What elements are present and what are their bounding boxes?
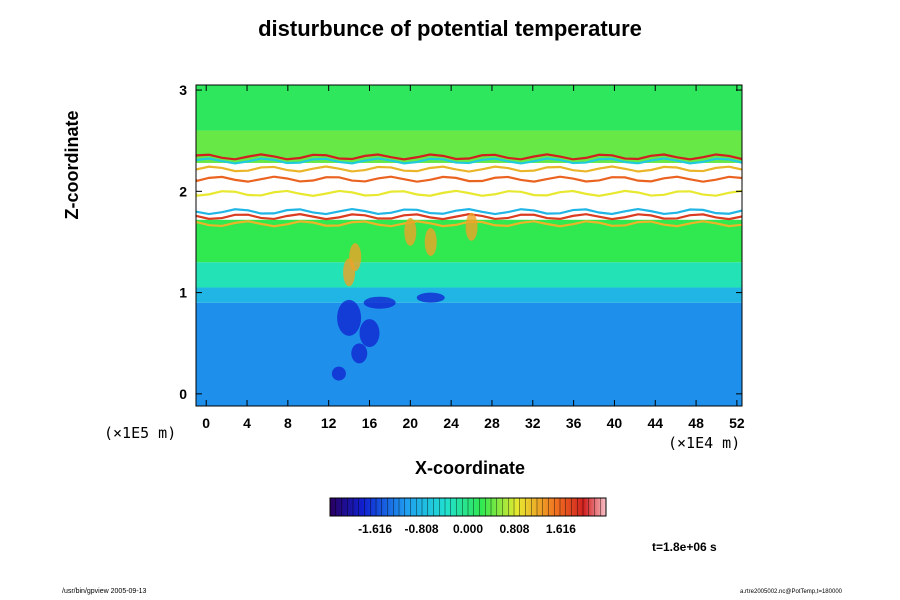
- cold-plume: [359, 319, 380, 348]
- turbulence-streak: [196, 165, 742, 173]
- x-tick-label: 12: [321, 415, 337, 431]
- y-tick-label: 0: [179, 386, 187, 402]
- turbulence-streak: [196, 189, 742, 197]
- cold-plume: [351, 343, 368, 364]
- y-tick-label: 1: [179, 285, 187, 301]
- x-tick-label: 28: [484, 415, 500, 431]
- x-tick-label: 40: [607, 415, 623, 431]
- turbulence-streak: [196, 157, 742, 165]
- colorbar-tick-label: -0.808: [405, 522, 439, 536]
- y-axis-label: Z-coordinate: [62, 110, 82, 220]
- footer-source: a.rtre2005002.nc@PotTemp,t=180000: [740, 589, 842, 595]
- turbulence-streak: [196, 153, 742, 161]
- y-tick-label: 3: [179, 82, 187, 98]
- x-tick-label: 36: [566, 415, 582, 431]
- x-axis: 0 4 8 12 16 20 24 28 32 36 40 44 48 52: [202, 85, 745, 431]
- colorbar: -1.616 -0.808 0.000 0.808 1.616: [329, 497, 607, 536]
- plot-frame: [195, 84, 743, 407]
- heatmap-band: [196, 85, 742, 131]
- warm-plume: [424, 227, 437, 256]
- x-tick-label: 4: [243, 415, 251, 431]
- y-axis: 0 1 2 3: [179, 82, 742, 402]
- colorbar-tick-label: 1.616: [546, 522, 576, 536]
- x-axis-label: X-coordinate: [414, 458, 525, 478]
- y-tick-label: 2: [179, 183, 187, 199]
- turbulence-streak: [196, 175, 742, 183]
- x-tick-label: 52: [729, 415, 745, 431]
- heatmap-band: [196, 287, 742, 303]
- colorbar-tick-label: -1.616: [358, 522, 392, 536]
- warm-plume: [404, 217, 417, 246]
- cold-plume: [363, 296, 396, 309]
- heatmap-band: [196, 302, 742, 406]
- x-tick-label: 20: [403, 415, 419, 431]
- turbulence-streak: [196, 207, 742, 216]
- heatmap-field: [196, 85, 742, 406]
- chart-title: disturbunce of potential temperature: [258, 16, 642, 41]
- x-tick-label: 16: [362, 415, 378, 431]
- warm-plume: [349, 243, 362, 272]
- y-axis-unit: (×1E5 m): [104, 424, 177, 442]
- x-axis-unit: (×1E4 m): [668, 434, 741, 452]
- turbulence-streak: [196, 213, 742, 221]
- cold-plume: [331, 366, 346, 381]
- x-tick-label: 24: [443, 415, 459, 431]
- x-tick-label: 44: [647, 415, 663, 431]
- x-tick-label: 48: [688, 415, 704, 431]
- x-tick-label: 8: [284, 415, 292, 431]
- footer-command: /usr/bin/gpview 2005-09-13: [62, 588, 147, 595]
- heatmap-band: [196, 262, 742, 288]
- warm-plume: [465, 212, 478, 241]
- x-tick-label: 32: [525, 415, 541, 431]
- turbulence-streak: [196, 220, 742, 228]
- colorbar-tick-label: 0.808: [499, 522, 529, 536]
- x-tick-label: 0: [202, 415, 210, 431]
- cold-plume: [337, 299, 362, 336]
- time-label: t=1.8e+06 s: [652, 540, 717, 554]
- cold-plume: [416, 292, 445, 303]
- colorbar-tick-label: 0.000: [453, 522, 483, 536]
